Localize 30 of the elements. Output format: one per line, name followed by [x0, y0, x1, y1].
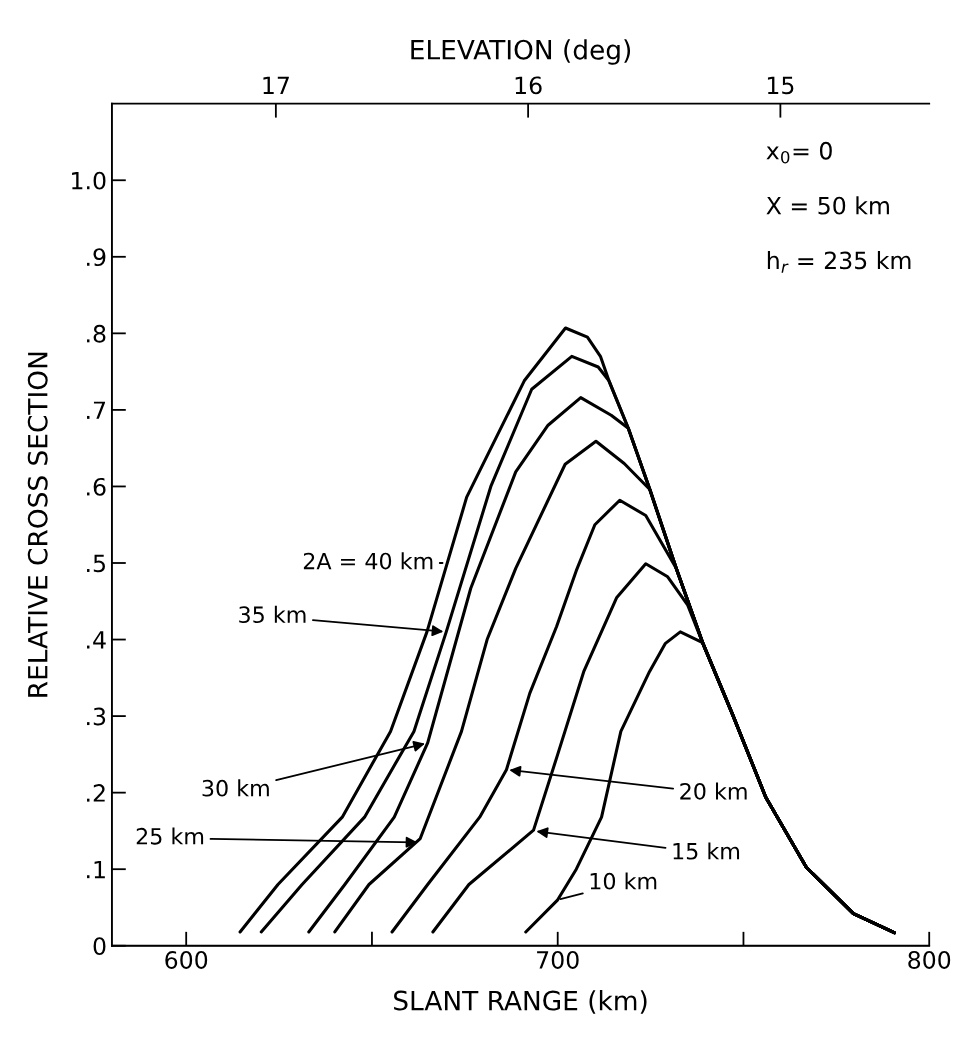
y-tick-label: .7 — [87, 401, 106, 419]
y-tick-label: .4 — [87, 631, 106, 649]
y-tick-label: 1.0 — [72, 171, 106, 190]
annotation: X = 50 km — [766, 196, 889, 215]
x2-tick-label: 17 — [263, 76, 289, 94]
y-tick-label: .1 — [87, 860, 105, 879]
x2-tick-label: 16 — [515, 76, 542, 95]
annotation: 25 km — [136, 827, 204, 845]
annotation: 20 km — [680, 782, 747, 800]
x2-axis-title: ELEVATION (deg) — [411, 39, 631, 65]
y-tick-label: .5 — [87, 554, 105, 573]
annotation: x$_{0}$= 0 — [766, 141, 832, 164]
y-tick-label: .6 — [87, 477, 106, 496]
annotation: 10 km — [590, 872, 657, 890]
y-tick-label: .8 — [87, 324, 106, 343]
y-tick-label: .2 — [87, 784, 105, 802]
x-tick-label: 700 — [537, 951, 579, 969]
y-tick-label: .3 — [87, 707, 106, 726]
x-tick-label: 800 — [908, 951, 951, 969]
annotation: h$_{r}$ = 235 km — [767, 251, 911, 273]
x-tick-label: 600 — [165, 951, 208, 969]
annotation: 35 km — [239, 605, 306, 624]
x2-tick-label: 15 — [767, 76, 794, 95]
y-tick-label: .9 — [87, 248, 106, 267]
annotation: 2A = 40 km — [303, 552, 433, 570]
annotation: 30 km — [202, 779, 269, 797]
annotation: 15 km — [673, 842, 740, 860]
x-axis-title: SLANT RANGE (km) — [394, 990, 647, 1014]
y-tick-label: 0 — [93, 937, 106, 956]
y-axis-title: RELATIVE CROSS SECTION — [27, 352, 48, 697]
